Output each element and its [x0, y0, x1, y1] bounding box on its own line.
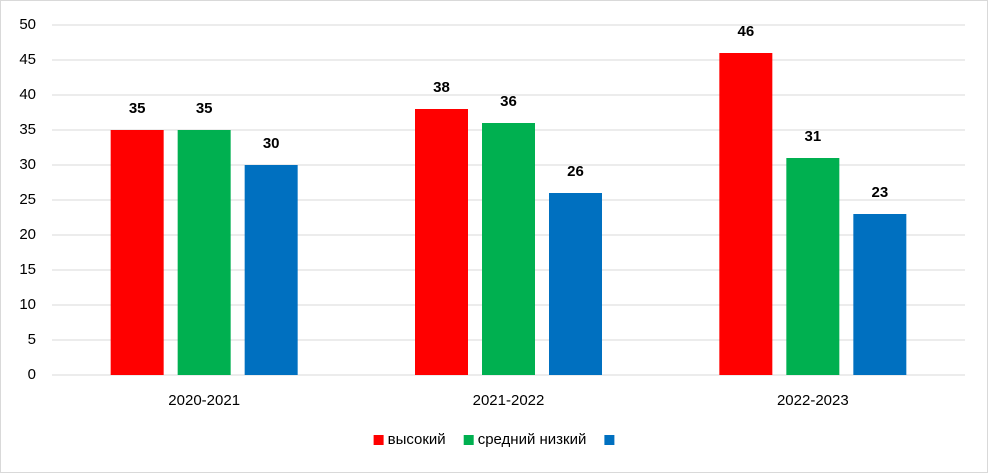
- y-tick-label: 5: [28, 331, 36, 348]
- bar: [786, 158, 840, 375]
- y-tick-label: 20: [19, 226, 36, 243]
- y-tick-label: 50: [19, 16, 36, 33]
- x-tick-label: 2021-2022: [473, 392, 545, 409]
- value-label: 30: [263, 135, 280, 152]
- bar: [853, 214, 907, 375]
- bar: [719, 53, 773, 375]
- value-label: 38: [433, 79, 450, 96]
- legend-label: высокий: [388, 431, 446, 448]
- legend-swatch: [604, 435, 615, 445]
- x-tick-label: 2020-2021: [168, 392, 240, 409]
- legend-swatch: [463, 435, 474, 445]
- y-tick-label: 25: [19, 191, 36, 208]
- y-tick-label: 40: [19, 86, 36, 103]
- bar: [482, 123, 535, 375]
- value-label: 35: [196, 100, 213, 117]
- value-label: 46: [737, 23, 754, 40]
- bar: [549, 193, 602, 375]
- bar: [244, 165, 298, 375]
- y-tick-label: 15: [19, 261, 36, 278]
- x-tick-label: 2022-2023: [777, 392, 849, 409]
- value-label: 36: [500, 93, 517, 110]
- value-label: 26: [567, 163, 584, 180]
- legend-label: средний низкий: [478, 431, 587, 448]
- y-tick-label: 10: [19, 296, 36, 313]
- y-tick-label: 45: [19, 51, 36, 68]
- y-tick-label: 30: [19, 156, 36, 173]
- bar: [177, 130, 231, 375]
- y-tick-label: 35: [19, 121, 36, 138]
- value-label: 23: [871, 184, 888, 201]
- bar: [110, 130, 164, 375]
- value-label: 31: [804, 128, 821, 145]
- y-tick-label: 0: [28, 366, 36, 383]
- value-label: 35: [129, 100, 146, 117]
- legend-swatch: [373, 435, 384, 445]
- bar: [415, 109, 468, 375]
